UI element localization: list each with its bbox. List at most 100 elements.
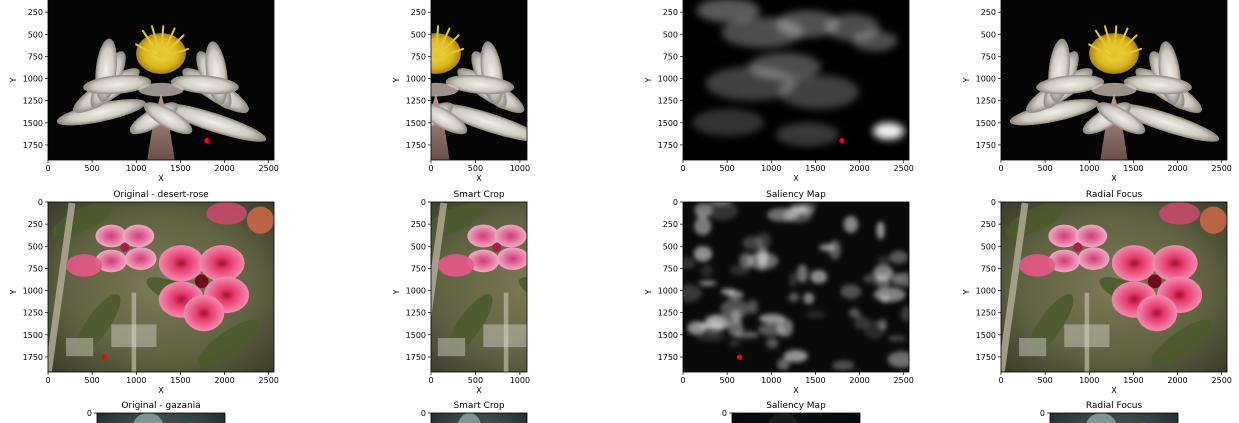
axes-frame [430, 412, 528, 423]
y-tick-label: 250 [28, 8, 43, 17]
y-axis-label: Y [644, 77, 653, 83]
y-tick-label: 750 [981, 264, 996, 273]
x-tick-label: 0 [428, 376, 433, 385]
y-axis-label: Y [9, 289, 18, 295]
y-tick-label: 1000 [23, 287, 43, 296]
panel-gazania-saliency: Saliency Map 0 [722, 401, 861, 423]
y-tick-label: 1500 [406, 331, 426, 340]
y-axis-label: Y [392, 77, 401, 83]
x-axis-label: X [1111, 174, 1117, 183]
y-tick-label: 500 [28, 242, 43, 251]
y-tick-label: 1750 [976, 141, 996, 150]
y-tick-label: 500 [663, 30, 678, 39]
x-tick-label: 500 [1038, 376, 1053, 385]
panel-image [431, 202, 527, 372]
y-tick-label: 1750 [23, 353, 43, 362]
x-tick-label: 2000 [214, 164, 234, 173]
panel-title: Original - desert-rose [113, 190, 209, 200]
y-tick-label: 750 [28, 264, 43, 273]
y-tick-label: 500 [411, 242, 426, 251]
panel-image [431, 0, 527, 160]
axes-frame [682, 201, 910, 373]
y-tick-label: 250 [28, 220, 43, 229]
panel-gazania-original: Original - gazania 0 [87, 401, 226, 423]
focus-point-marker [839, 137, 845, 144]
panel-desert-rose-original: Original - desert-rose 0 250 500 750 1000 1250… [9, 190, 279, 395]
panel-image [48, 0, 274, 160]
panel-desert-rose-radial-focus: Radial Focus 0 250 500 750 1000 1250 1500 1750 0 5… [962, 190, 1232, 395]
y-tick-label: 1250 [406, 97, 426, 106]
y-tick-label: 750 [663, 52, 678, 61]
x-tick-label: 2000 [214, 376, 234, 385]
y-tick-label: 750 [663, 264, 678, 273]
y-tick-label: 500 [663, 242, 678, 251]
panel-image [683, 0, 909, 160]
y-tick-label: 1000 [976, 287, 996, 296]
panel-title: Original - gazania [121, 401, 200, 411]
y-tick-label: 1500 [23, 119, 43, 128]
x-axis-label: X [158, 386, 164, 395]
panel-image [97, 413, 225, 423]
panel-title: Smart Crop [453, 401, 504, 411]
y-tick-label: 1000 [976, 75, 996, 84]
y-tick-label: 1750 [406, 353, 426, 362]
y-tick-label: 1500 [658, 331, 678, 340]
y-tick-label: 1250 [23, 97, 43, 106]
saliency-blobs [683, 202, 909, 371]
x-tick-label: 1000 [126, 164, 146, 173]
y-tick-label: 250 [663, 8, 678, 17]
panel-waterlily-saliency: 250 500 750 1000 1250 1500 1750 0 500 1000 1500 200… [644, 0, 914, 183]
x-tick-label: 0 [45, 164, 50, 173]
panel-gazania-radial-focus: Radial Focus 0 [1040, 401, 1179, 423]
panel-waterlily-radial-focus: 250 500 750 1000 1250 1500 1750 0 500 1000 1500 200… [962, 0, 1232, 183]
y-tick-label: 1250 [658, 97, 678, 106]
y-tick-label: 1000 [23, 75, 43, 84]
y-tick-label: 1250 [976, 97, 996, 106]
x-tick-label: 0 [998, 164, 1003, 173]
y-tick-label: 1250 [976, 309, 996, 318]
x-tick-label: 2000 [849, 164, 869, 173]
y-tick-label: 0 [38, 198, 43, 207]
panel-image [48, 202, 274, 372]
x-tick-label: 2500 [894, 164, 914, 173]
y-tick-label: 0 [673, 198, 678, 207]
y-tick-label: 0 [87, 409, 92, 418]
x-tick-label: 2500 [894, 376, 914, 385]
panel-desert-rose-saliency: Saliency Map 0 250 500 750 1000 1250 1500 1750 0 5… [644, 190, 914, 395]
axes-frame [96, 412, 226, 423]
y-tick-label: 750 [411, 264, 426, 273]
y-tick-label: 1000 [406, 75, 426, 84]
y-tick-label: 1500 [658, 119, 678, 128]
y-tick-label: 0 [722, 409, 727, 418]
y-tick-label: 500 [981, 30, 996, 39]
x-axis-label: X [476, 174, 482, 183]
focus-point-marker [736, 354, 743, 360]
panel-waterlily-original: 250 500 750 1000 1250 1500 1750 0 500 1000 1500 200… [9, 0, 279, 183]
x-axis-label: X [1111, 386, 1117, 395]
y-tick-label: 1750 [658, 141, 678, 150]
y-tick-label: 0 [991, 198, 996, 207]
x-tick-label: 2500 [259, 164, 279, 173]
panel-image [732, 413, 860, 423]
x-tick-label: 2000 [1167, 376, 1187, 385]
panel-waterlily-smart-crop: 250 500 750 1000 1250 1500 1750 0 500 1000 X Y [392, 0, 530, 183]
axes-frame [47, 0, 275, 161]
y-tick-label: 0 [1040, 409, 1045, 418]
x-tick-label: 1500 [805, 164, 825, 173]
y-tick-label: 1750 [976, 353, 996, 362]
x-tick-label: 1000 [1079, 164, 1099, 173]
y-tick-label: 1000 [658, 75, 678, 84]
panel-gazania-smart-crop: Smart Crop 0 [421, 401, 528, 423]
y-tick-label: 250 [663, 220, 678, 229]
y-tick-label: 250 [411, 220, 426, 229]
focus-point-marker [101, 354, 108, 360]
x-tick-label: 1000 [126, 376, 146, 385]
y-tick-label: 250 [981, 8, 996, 17]
panel-image [431, 413, 527, 423]
y-tick-label: 1750 [23, 141, 43, 150]
axes-frame [430, 0, 528, 161]
panel-title: Radial Focus [1086, 401, 1143, 411]
x-axis-label: X [476, 386, 482, 395]
axes-frame [731, 412, 861, 423]
x-tick-label: 2000 [1167, 164, 1187, 173]
